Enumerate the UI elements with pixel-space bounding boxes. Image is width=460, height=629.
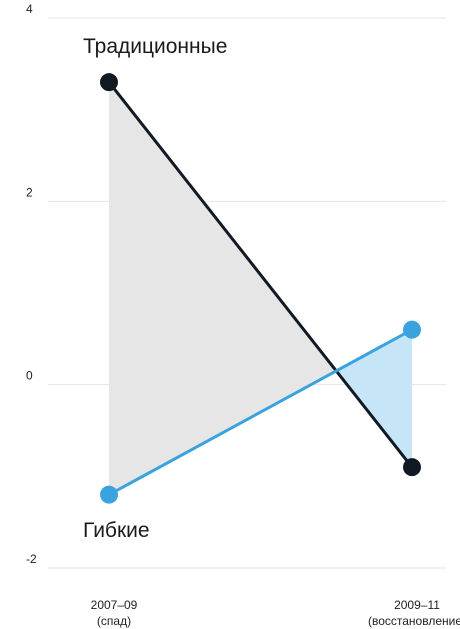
series-label-flexible: Гибкие [83, 519, 150, 542]
point-traditional [100, 73, 118, 92]
x-tick-label-line2: (восстановление) [368, 614, 460, 628]
series-line-traditional [107, 80, 414, 469]
y-axis-ticks: 4 2 0 -2 [26, 2, 37, 566]
x-tick-label-line1: 2007–09 [91, 598, 138, 612]
x-tick-label-line1: 2009–11 [394, 598, 440, 612]
area-traditional-above [109, 82, 337, 495]
point-flexible [100, 485, 118, 504]
fill-layer [109, 82, 412, 495]
y-tick-label: -2 [26, 552, 37, 566]
y-tick-label: 0 [26, 369, 33, 383]
point-flexible [403, 320, 421, 339]
series-line-flexible [107, 328, 414, 497]
y-tick-label: 2 [26, 185, 33, 199]
point-layer [100, 73, 421, 504]
x-tick-label-line2: (спад) [97, 614, 131, 628]
x-axis-ticks: 2007–09 (спад) 2009–11 (восстановление) [91, 598, 460, 628]
point-traditional [403, 458, 421, 477]
series-label-traditional: Традиционные [83, 35, 227, 58]
y-tick-label: 4 [26, 2, 33, 16]
area-flexible-above [336, 329, 412, 468]
line-layer [107, 80, 414, 497]
